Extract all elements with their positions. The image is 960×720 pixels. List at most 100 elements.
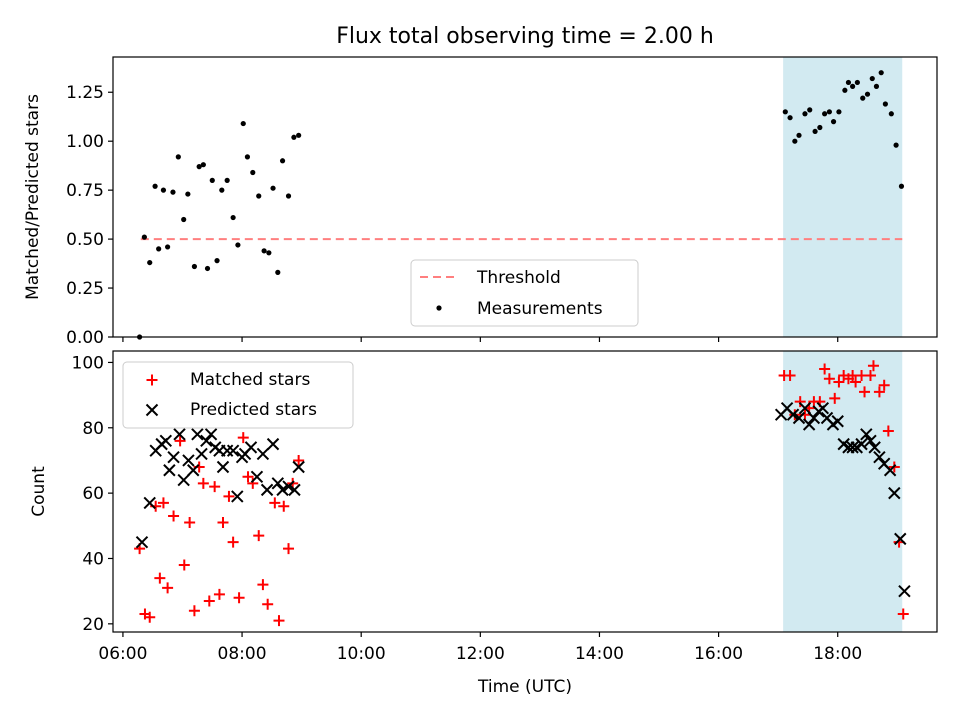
data-point [807,411,821,425]
legend-box [122,361,354,429]
data-point [135,535,149,549]
data-point [894,532,907,546]
y-tick-label: 0.75 [66,181,104,201]
data-point [279,158,286,164]
data-point [184,517,196,529]
data-point [883,464,897,477]
chart-title: Flux total observing time = 2.00 h [336,24,714,49]
data-point [219,187,225,193]
data-point [293,454,305,466]
data-point [882,101,888,107]
data-point [845,79,852,86]
data-point [156,246,162,252]
data-point [285,193,292,199]
data-point [224,177,230,183]
data-point [868,441,881,454]
data-point [182,454,195,467]
x-tick-label: 08:00 [218,644,267,664]
data-point [154,572,166,584]
data-point [163,464,176,477]
legend: Matched stars Predicted stars [122,361,354,429]
data-point [282,480,295,493]
data-point [141,234,147,240]
y-tick-label: 0.00 [66,328,104,348]
legend-label: Threshold [476,268,561,288]
data-point [782,109,788,115]
data-point [882,425,894,437]
data-point [802,418,816,431]
data-point [250,169,256,176]
data-point [191,263,198,270]
legend-label: Predicted stars [190,400,317,420]
legend-box [410,259,639,327]
data-point [168,510,180,522]
data-point [830,119,837,125]
data-point [270,185,276,191]
data-point [165,244,171,250]
data-point [266,437,280,451]
legend-label: Matched stars [190,370,310,390]
data-point [817,124,823,131]
data-point [888,111,894,117]
data-point [214,258,220,264]
data-point [850,376,862,388]
x-tick-label: 18:00 [813,644,862,664]
data-point [855,437,868,451]
data-point [175,154,181,160]
data-point [846,441,859,454]
data-point [196,164,202,170]
legend-measurements-swatch [436,305,442,311]
axes-frame [112,350,938,633]
data-point [266,250,272,256]
y-axis-label: Matched/Predicted stars [23,94,43,300]
data-point [216,460,230,474]
data-point [159,434,173,448]
data-point [157,497,169,509]
data-point [860,95,866,101]
data-point [283,543,295,555]
data-point [257,579,269,591]
data-point [291,134,297,140]
data-point [823,373,835,385]
data-point [898,183,905,189]
data-point [167,450,180,464]
data-point [836,109,842,115]
data-point [143,496,156,510]
data-point [819,363,831,375]
y-tick-label: 20 [82,615,104,635]
data-point [235,242,241,248]
data-point [178,559,190,571]
y-tick-label: 100 [72,353,104,373]
ratio-panel: 0.00 0.25 0.50 0.75 1.00 1.25 Matched/Predicte… [23,56,938,348]
highlight-span [783,57,903,337]
data-point [860,428,873,441]
data-point [831,415,844,428]
data-point [230,214,236,221]
data-point [231,490,244,503]
y-tick-label: 0.25 [66,279,104,299]
data-point [807,107,813,113]
y-tick-label: 1.00 [66,132,104,152]
data-point [226,444,240,457]
data-point [276,483,289,497]
data-point [864,434,877,448]
data-point [786,408,800,421]
data-point [829,392,841,404]
data-point [854,79,860,86]
data-point [826,109,832,115]
data-point [204,265,211,272]
data-point [864,91,871,97]
y-tick-label: 1.25 [66,83,104,103]
data-point [200,434,213,448]
data-point [296,132,302,138]
data-point [145,403,159,417]
axes-frame [112,56,938,338]
data-point [220,444,234,457]
data-point [878,70,884,76]
data-point [174,435,186,447]
data-point [893,142,899,148]
y-tick-label: 80 [82,419,104,439]
data-point [798,401,812,415]
series-measurements [137,70,905,340]
